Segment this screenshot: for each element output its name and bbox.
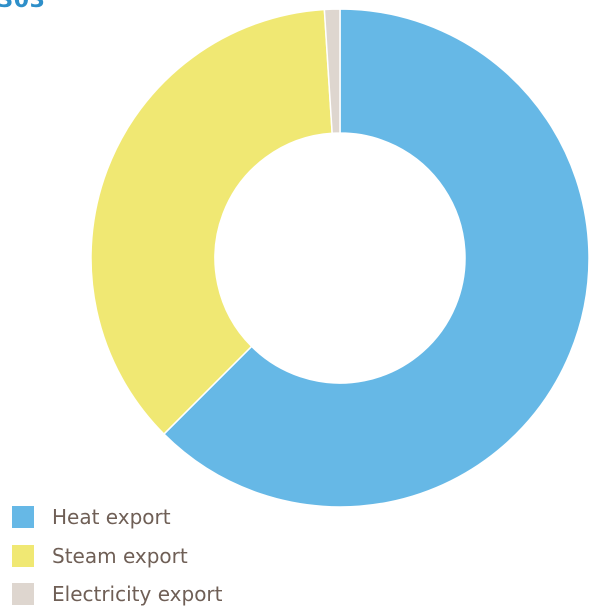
page-title-fragment: 303 <box>0 0 46 13</box>
legend-label-electricity-export: Electricity export <box>52 582 223 607</box>
donut-slices <box>90 8 589 508</box>
legend-swatch-heat-export <box>12 506 34 529</box>
legend-label-heat-export: Heat export <box>52 505 171 530</box>
legend-swatch-electricity-export <box>12 583 34 606</box>
legend-item-steam-export: Steam export <box>12 537 223 576</box>
chart-legend: Heat export Steam export Electricity exp… <box>12 498 223 614</box>
legend-item-heat-export: Heat export <box>12 498 223 537</box>
legend-label-steam-export: Steam export <box>52 543 188 568</box>
legend-swatch-steam-export <box>12 544 34 567</box>
slice-electricity-export <box>323 8 341 135</box>
slice-steam-export <box>90 8 333 436</box>
slice-heat-export <box>162 8 589 508</box>
legend-item-electricity-export: Electricity export <box>12 575 223 614</box>
